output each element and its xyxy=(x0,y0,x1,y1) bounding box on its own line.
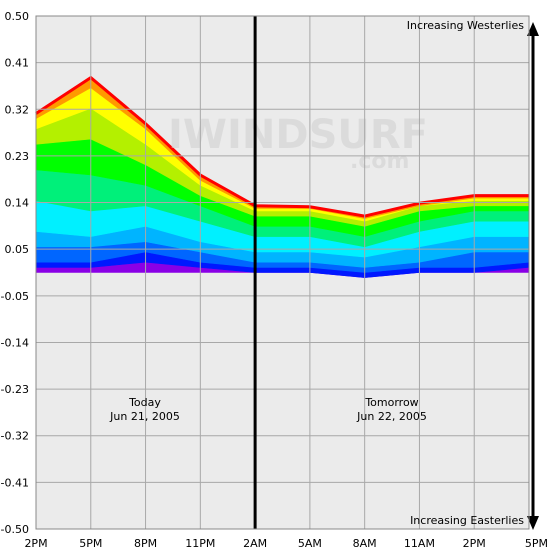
iwindsurf-watermark: IWINDSURF .com xyxy=(168,112,428,174)
x-tick-label: 2AM xyxy=(243,537,267,550)
y-axis-tick-labels: 0.50 0.41 0.32 0.23 0.14 0.05 -0.05 -0.14 -0.23 -… xyxy=(1,10,29,536)
x-tick-label: 5AM xyxy=(298,537,322,550)
y-tick-label: 0.05 xyxy=(5,243,30,256)
x-tick-label: 11PM xyxy=(185,537,215,550)
watermark-main: IWINDSURF xyxy=(168,112,428,158)
wind-bands xyxy=(35,75,530,278)
x-tick-label: 11AM xyxy=(404,537,435,550)
plot-border xyxy=(35,15,530,530)
y-tick-label: 0.41 xyxy=(5,57,30,70)
x-tick-label: 8AM xyxy=(353,537,377,550)
x-tick-label: 8PM xyxy=(134,537,157,550)
today-date: Jun 21, 2005 xyxy=(109,410,180,423)
tomorrow-label: Tomorrow xyxy=(364,396,418,409)
y-tick-label: -0.41 xyxy=(1,476,29,489)
x-axis-tick-labels: 2PM 5PM 8PM 11PM 2AM 5AM 8AM 11AM 2PM 5PM xyxy=(24,537,548,550)
x-tick-label: 2PM xyxy=(463,537,486,550)
y-tick-label: -0.32 xyxy=(1,430,29,443)
watermark-dotcom: .com xyxy=(350,149,409,174)
y-tick-label: 0.14 xyxy=(5,197,30,210)
y-tick-label: -0.14 xyxy=(1,336,29,349)
x-tick-label: 2PM xyxy=(24,537,47,550)
x-tick-label: 5PM xyxy=(525,537,548,550)
y-tick-label: -0.23 xyxy=(1,383,29,396)
wind-band-top-outline xyxy=(35,75,529,218)
today-label: Today xyxy=(128,396,161,409)
x-tick-label: 5PM xyxy=(79,537,102,550)
tomorrow-date: Jun 22, 2005 xyxy=(356,410,427,423)
y-tick-label: 0.50 xyxy=(5,10,30,23)
arrow-down-head xyxy=(527,516,539,530)
direction-arrow xyxy=(527,22,539,530)
easterlies-label: Increasing Easterlies xyxy=(410,514,524,527)
westerlies-label: Increasing Westerlies xyxy=(407,19,525,32)
y-tick-label: 0.32 xyxy=(5,103,30,116)
arrow-up-head xyxy=(527,22,539,36)
y-tick-label: 0.23 xyxy=(5,150,30,163)
y-tick-label: -0.50 xyxy=(1,523,29,536)
y-tick-label: -0.05 xyxy=(1,290,29,303)
